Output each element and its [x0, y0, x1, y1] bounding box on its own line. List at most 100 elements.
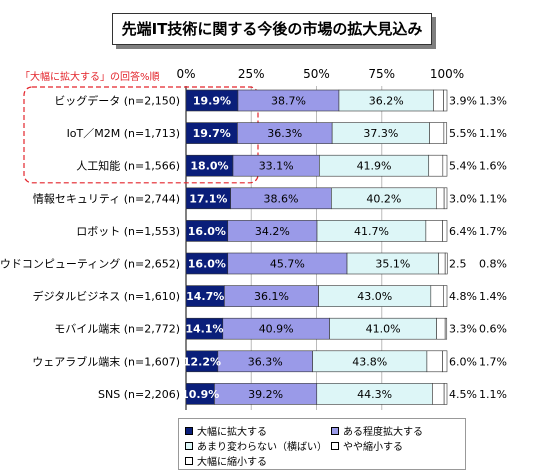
data-label: 41.9%: [357, 160, 392, 173]
bar-segment: [443, 187, 448, 210]
data-label: 19.9%: [193, 95, 231, 108]
legend-item: あまり変わらない（横ばい）: [185, 438, 327, 453]
data-label: 1.3%: [479, 95, 507, 108]
bar-segment: [443, 285, 448, 307]
data-label: 6.4%: [449, 225, 477, 238]
data-label: 14.1%: [185, 323, 223, 336]
highlight-box: [23, 86, 259, 184]
data-label: 1.1%: [479, 192, 507, 205]
data-label: 1.7%: [479, 225, 507, 238]
category-label: ウェアラブル端末 (n=1,607): [32, 354, 180, 368]
bar-segment: [428, 154, 444, 177]
category-label: 人工知能 (n=1,566): [76, 159, 180, 173]
bar-segment: [435, 187, 445, 210]
legend-swatch: [331, 441, 339, 450]
data-label: 16.0%: [188, 258, 226, 271]
data-label: 45.7%: [270, 258, 305, 271]
data-label: 10.9%: [181, 388, 219, 401]
legend-label: あまり変わらない（横ばい）: [197, 442, 327, 453]
legend-swatch: [185, 456, 193, 465]
chart-title: 先端IT技術に関する今後の市場の拡大見込み: [121, 20, 423, 38]
bar-segment: [443, 383, 448, 405]
data-label: 5.5%: [449, 127, 477, 140]
data-label: 44.3%: [357, 388, 392, 401]
data-label: 16.0%: [188, 225, 226, 238]
data-label: 1.1%: [479, 388, 507, 401]
data-label: 3.0%: [449, 192, 477, 205]
data-label: 17.1%: [189, 192, 227, 205]
data-label: 5.4%: [449, 160, 477, 173]
bar-segment: [444, 317, 448, 340]
category-label: デジタルビジネス (n=1,610): [32, 289, 180, 303]
bar-segment: [442, 350, 448, 373]
data-label: 41.0%: [366, 323, 401, 336]
x-tick-label: 25%: [238, 67, 265, 81]
legend-swatch: [331, 426, 339, 435]
legend-item: 大幅に拡大する: [185, 423, 267, 438]
data-label: 38.6%: [264, 192, 299, 205]
category-label: IoT／M2M (n=1,713): [67, 127, 180, 140]
data-label: 43.0%: [357, 290, 392, 303]
data-label: 19.7%: [193, 127, 231, 140]
category-label: ビッグデータ (n=2,150): [54, 94, 180, 108]
bar-segment: [442, 154, 448, 177]
legend-item: やや縮小する: [331, 438, 403, 453]
x-tick-label: 100%: [430, 67, 464, 81]
legend-item: ある程度拡大する: [331, 423, 423, 438]
bar-segment: [426, 350, 443, 373]
data-label: 36.1%: [254, 290, 289, 303]
chart-title-box: 先端IT技術に関する今後の市場の拡大見込み: [112, 13, 432, 45]
bar-segment: [430, 285, 444, 307]
data-label: 40.9%: [259, 323, 294, 336]
bar-segment: [438, 252, 446, 275]
legend-label: 大幅に拡大する: [197, 427, 267, 438]
data-label: 3.3%: [449, 323, 477, 336]
data-label: 4.8%: [449, 290, 477, 303]
category-label: 情報セキュリティ (n=2,744): [33, 192, 180, 205]
data-label: 14.7%: [186, 290, 224, 303]
category-label: モバイル端末 (n=2,772): [54, 322, 180, 336]
legend-swatch: [185, 426, 193, 435]
legend: 大幅に拡大する ある程度拡大する あまり変わらない（横ばい） やや縮小する 大幅…: [178, 418, 466, 470]
bar-segment: [444, 252, 448, 275]
x-tick-label: 50%: [303, 67, 330, 81]
bar-segment: [442, 220, 448, 242]
data-label: 43.8%: [352, 355, 387, 368]
data-label: 33.1%: [259, 160, 294, 173]
data-label: 18.0%: [190, 160, 228, 173]
legend-label: 大幅に縮小する: [197, 457, 267, 468]
data-label: 3.9%: [449, 95, 477, 108]
data-label: 36.3%: [248, 355, 283, 368]
data-label: 35.1%: [375, 258, 410, 271]
bar-segment: [432, 383, 445, 405]
data-label: 4.5%: [449, 388, 477, 401]
data-label: 1.1%: [479, 127, 507, 140]
data-label: 6.0%: [449, 355, 477, 368]
bar-segment: [443, 122, 448, 144]
category-label: ロボット (n=1,553): [76, 225, 180, 238]
legend-label: ある程度拡大する: [343, 427, 423, 438]
legend-label: やや縮小する: [343, 442, 403, 453]
bar-segment: [433, 89, 444, 112]
bar-segment: [436, 317, 446, 340]
data-label: 36.2%: [369, 95, 404, 108]
data-label: 39.2%: [248, 388, 283, 401]
bar-segment: [429, 122, 445, 144]
data-label: 36.3%: [267, 127, 302, 140]
data-label: 38.7%: [271, 95, 306, 108]
data-label: 1.7%: [479, 355, 507, 368]
category-label: クラウドコンピューティング (n=2,652): [0, 257, 180, 271]
legend-swatch: [185, 441, 193, 450]
x-tick-label: 75%: [368, 67, 395, 81]
category-label: SNS (n=2,206): [98, 388, 180, 401]
data-label: 40.2%: [366, 192, 401, 205]
data-label: 34.2%: [255, 225, 290, 238]
data-label: 1.4%: [479, 290, 507, 303]
data-label: 41.7%: [354, 225, 389, 238]
data-label: 0.6%: [479, 323, 507, 336]
sort-order-note: 「大幅に拡大する」の回答%順: [20, 72, 160, 83]
bar-segment: [425, 220, 443, 242]
bar-segment: [443, 89, 448, 112]
data-label: 2.5: [449, 258, 467, 271]
